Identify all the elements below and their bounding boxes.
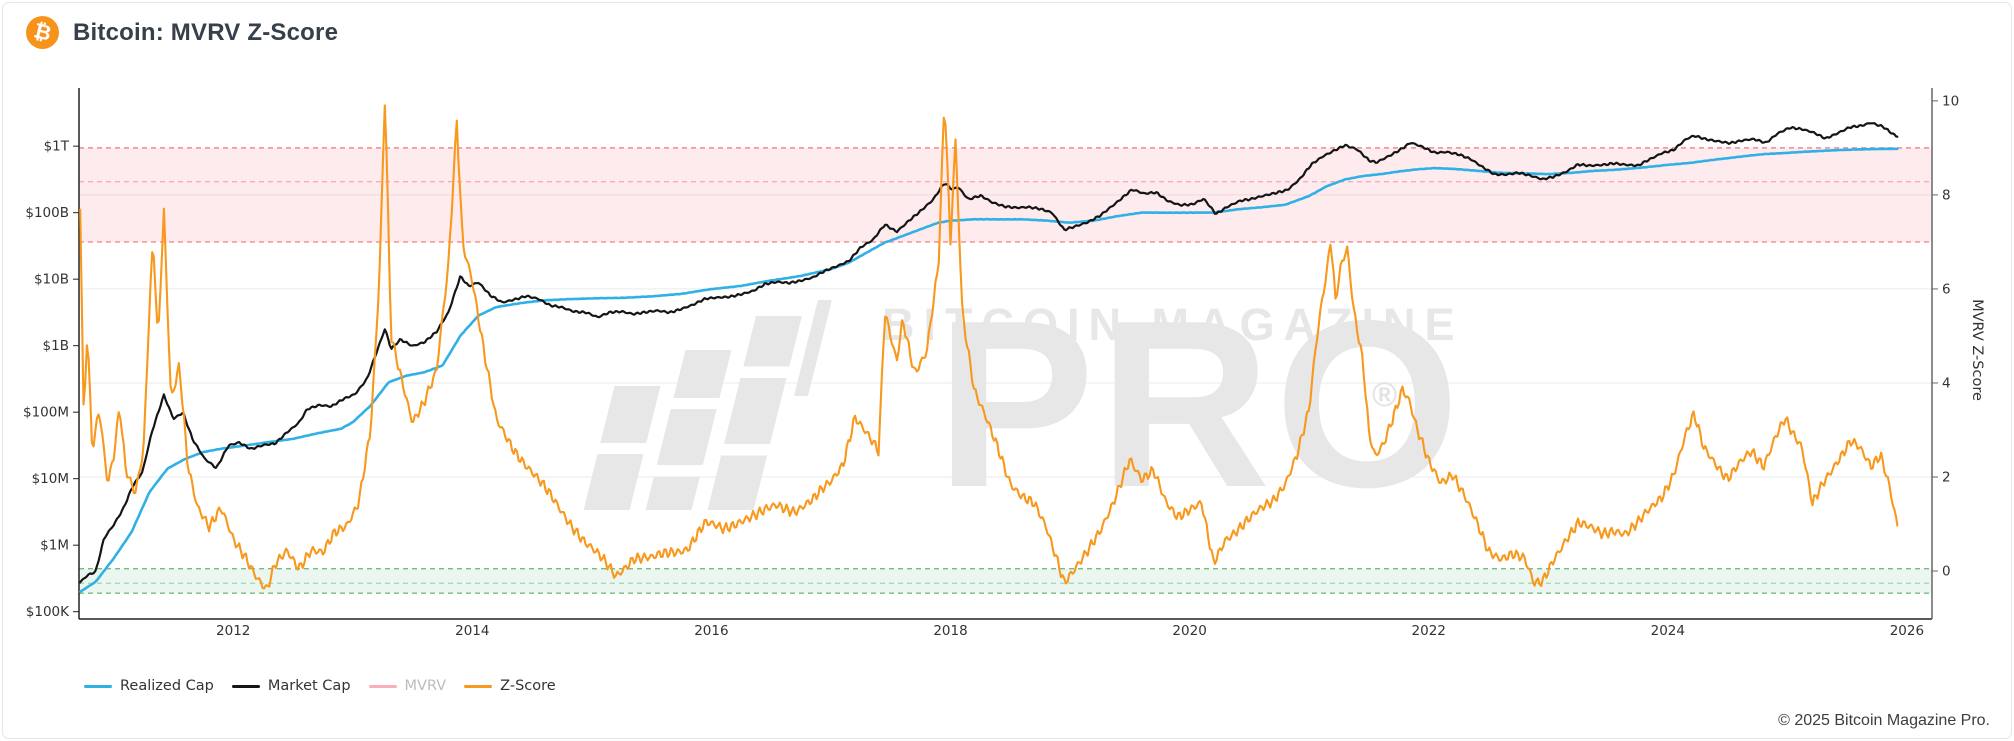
page-header: ₿ Bitcoin: MVRV Z-Score [26, 16, 338, 49]
series-realized-cap [79, 147, 1899, 593]
svg-text:2026: 2026 [1890, 623, 1924, 639]
realized-cap-line-icon [84, 684, 112, 688]
svg-text:$1M: $1M [40, 538, 69, 554]
svg-text:$1B: $1B [43, 338, 69, 354]
svg-text:2020: 2020 [1172, 623, 1206, 639]
legend-label: MVRV [404, 678, 447, 694]
right-axis-title: MVRV Z-Score [1969, 299, 1985, 401]
copyright-text: © 2025 Bitcoin Magazine Pro. [1778, 712, 1990, 729]
legend-item-realized-cap[interactable]: Realized Cap [84, 678, 214, 694]
chart-plot-area[interactable] [79, 75, 1932, 619]
svg-text:8: 8 [1942, 187, 1951, 203]
svg-text:2012: 2012 [216, 623, 250, 639]
market-cap-line-icon [231, 684, 260, 688]
legend-item-market-cap[interactable]: Market Cap [231, 678, 351, 694]
legend: Realized Cap Market Cap MVRV Z-Score [84, 678, 556, 694]
bitcoin-symbol: ₿ [31, 18, 54, 46]
series-z-score [79, 104, 1899, 590]
svg-text:6: 6 [1942, 281, 1951, 297]
legend-label: Realized Cap [120, 678, 214, 694]
svg-text:0: 0 [1942, 564, 1951, 580]
legend-item-z-score[interactable]: Z-Score [464, 678, 556, 694]
svg-text:$1T: $1T [44, 139, 70, 155]
svg-text:2022: 2022 [1412, 623, 1446, 639]
svg-text:10: 10 [1942, 93, 1959, 109]
svg-text:$10B: $10B [34, 272, 69, 288]
svg-text:$10M: $10M [32, 471, 69, 487]
legend-item-mvrv[interactable]: MVRV [368, 678, 447, 694]
svg-text:2: 2 [1942, 470, 1951, 486]
bitcoin-icon: ₿ [26, 16, 59, 49]
z-score-line-icon [464, 684, 493, 688]
svg-text:$100K: $100K [26, 604, 70, 620]
mvrv-line-icon [368, 684, 397, 688]
legend-label: Market Cap [267, 678, 351, 694]
svg-text:2024: 2024 [1651, 623, 1685, 639]
page-title: Bitcoin: MVRV Z-Score [73, 18, 339, 46]
svg-text:2016: 2016 [694, 623, 728, 639]
legend-label: Z-Score [500, 678, 556, 694]
svg-text:$100M: $100M [23, 405, 69, 421]
chart-plot-layer[interactable]: $100K $1M $10M $100M $1B $10B $100B $1T 0 2 4 6 8 10 2… [0, 0, 2014, 660]
svg-text:4: 4 [1942, 375, 1951, 391]
svg-text:$100B: $100B [25, 205, 69, 221]
svg-text:2014: 2014 [455, 623, 489, 639]
svg-text:2018: 2018 [933, 623, 967, 639]
series-market-cap [79, 122, 1899, 584]
